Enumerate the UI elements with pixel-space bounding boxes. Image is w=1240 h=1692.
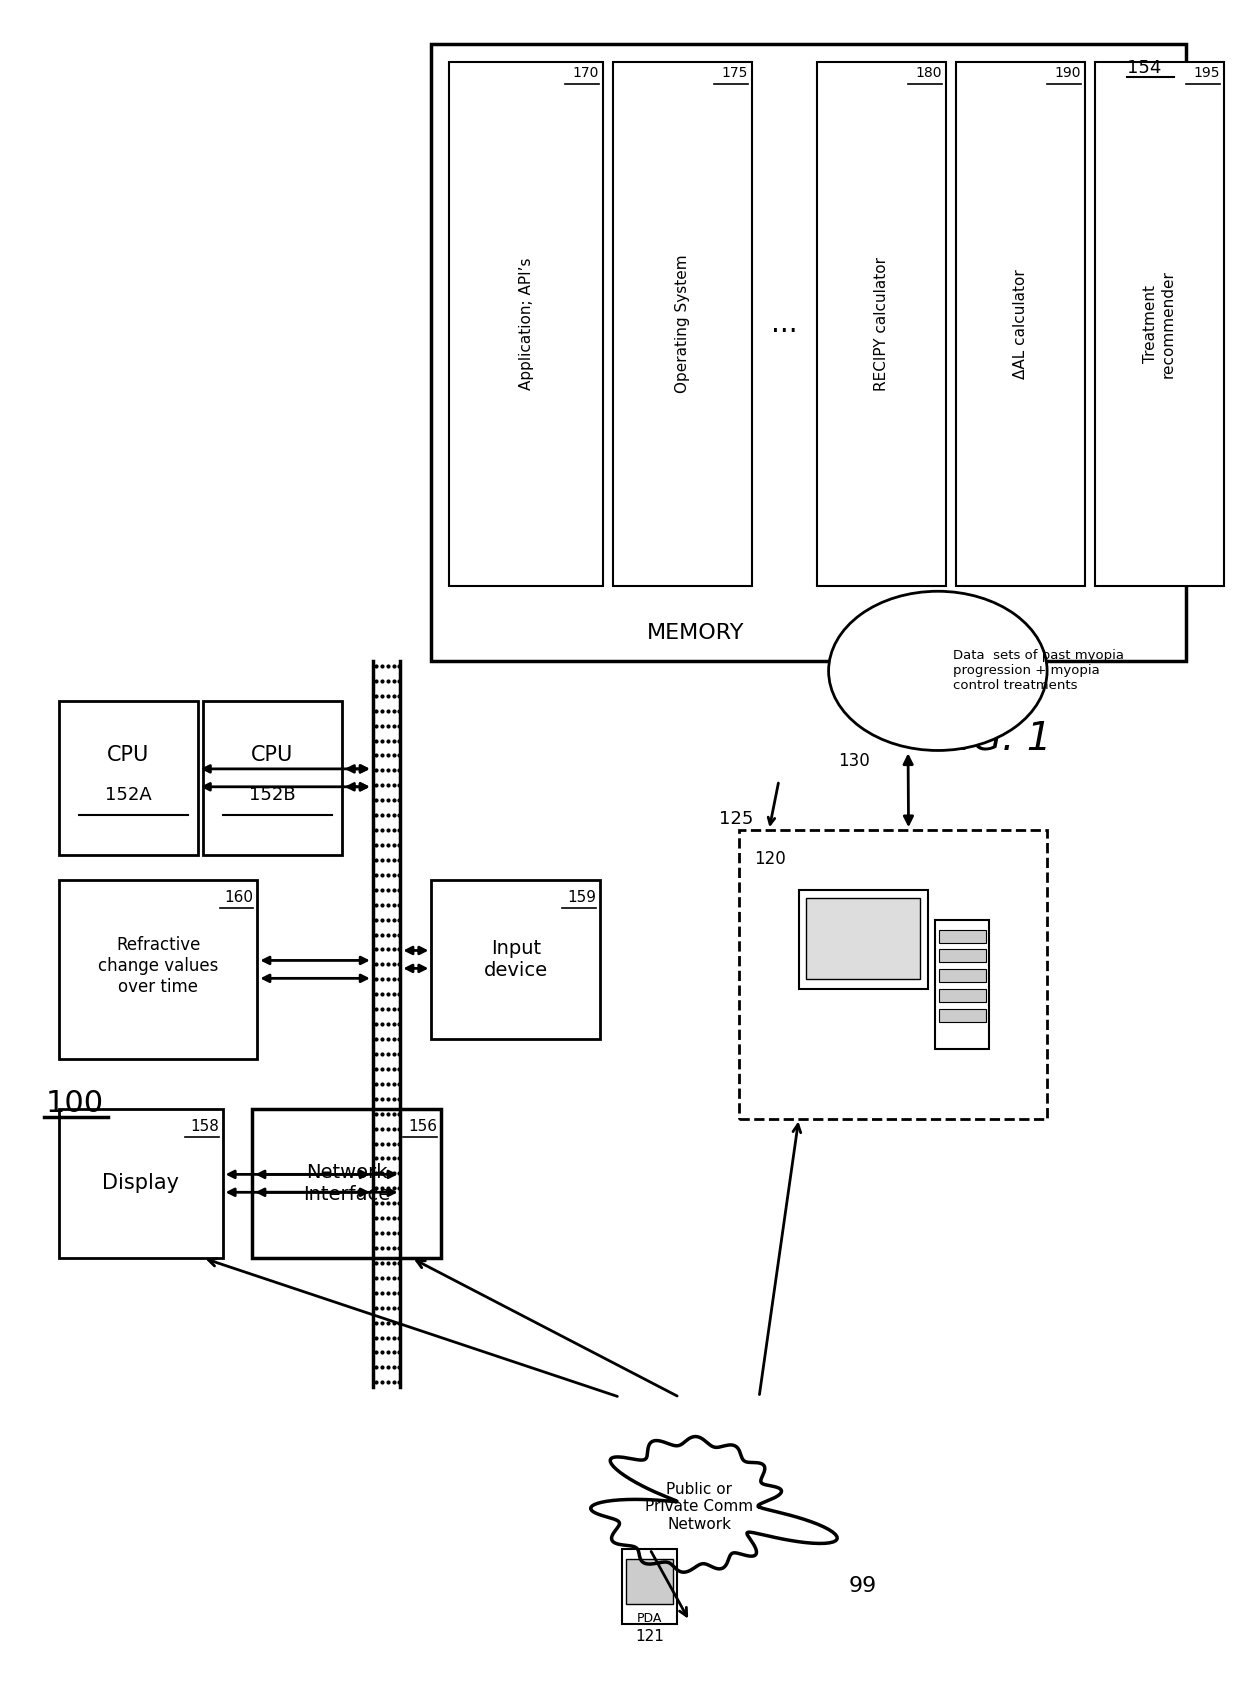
Text: ΔAL calculator: ΔAL calculator: [1013, 269, 1028, 379]
Bar: [939, 970, 986, 983]
Text: MEMORY: MEMORY: [647, 623, 744, 643]
Text: 190: 190: [1054, 66, 1081, 80]
Text: 121: 121: [635, 1629, 665, 1643]
Bar: [1095, 63, 1224, 587]
Bar: [939, 990, 986, 1002]
Bar: [253, 1108, 441, 1257]
Text: 120: 120: [754, 849, 786, 868]
Bar: [449, 63, 603, 587]
Bar: [939, 929, 986, 942]
Text: 158: 158: [190, 1118, 218, 1134]
Text: CPU: CPU: [252, 746, 294, 765]
Text: FIG. 1: FIG. 1: [937, 721, 1052, 758]
Text: 170: 170: [573, 66, 599, 80]
Bar: [203, 700, 342, 854]
Text: 175: 175: [722, 66, 748, 80]
Text: ...: ...: [771, 310, 797, 338]
Text: PDA: PDA: [637, 1612, 662, 1624]
Text: Data  sets of past myopia
progression + myopia
control treatments: Data sets of past myopia progression + m…: [952, 650, 1123, 692]
Bar: [58, 1108, 223, 1257]
Bar: [432, 44, 1187, 662]
Text: CPU: CPU: [107, 746, 150, 765]
Text: Refractive
change values
over time: Refractive change values over time: [98, 936, 218, 995]
Bar: [817, 63, 946, 587]
Bar: [626, 1558, 673, 1604]
Text: Treatment
recommender: Treatment recommender: [1143, 271, 1176, 377]
Bar: [432, 880, 600, 1039]
Text: 180: 180: [915, 66, 942, 80]
Ellipse shape: [828, 591, 1047, 751]
Text: 125: 125: [719, 810, 754, 827]
Text: 159: 159: [567, 890, 596, 905]
Bar: [58, 880, 258, 1059]
Polygon shape: [590, 1437, 837, 1572]
Text: Application; API’s: Application; API’s: [518, 257, 533, 391]
Text: Operating System: Operating System: [675, 255, 691, 394]
Bar: [939, 949, 986, 963]
Text: 154: 154: [1127, 59, 1161, 76]
Text: Public or
Private Comm
Network: Public or Private Comm Network: [645, 1482, 754, 1531]
Bar: [806, 898, 920, 980]
Bar: [799, 890, 928, 990]
Text: Network
Interface: Network Interface: [304, 1162, 391, 1203]
Text: 152B: 152B: [249, 787, 295, 804]
Bar: [935, 920, 990, 1049]
Text: 156: 156: [408, 1118, 438, 1134]
Bar: [622, 1548, 677, 1624]
Text: 160: 160: [224, 890, 253, 905]
Text: 99: 99: [848, 1577, 877, 1596]
Text: Display: Display: [102, 1173, 180, 1193]
Text: 152A: 152A: [105, 787, 151, 804]
Text: 100: 100: [46, 1088, 104, 1118]
Bar: [956, 63, 1085, 587]
Text: RECIPY calculator: RECIPY calculator: [874, 257, 889, 391]
Bar: [58, 700, 198, 854]
Bar: [613, 63, 753, 587]
Text: 195: 195: [1193, 66, 1220, 80]
Bar: [939, 1008, 986, 1022]
Bar: [739, 831, 1047, 1118]
Text: 130: 130: [838, 753, 870, 770]
Text: Input
device: Input device: [484, 939, 548, 980]
